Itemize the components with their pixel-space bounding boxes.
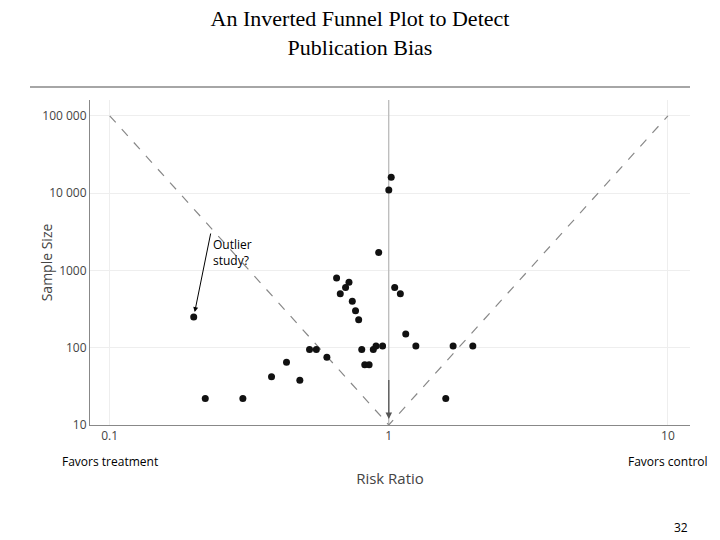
svg-text:An Inverted Funnel Plot to Det: An Inverted Funnel Plot to DetectPublica… xyxy=(211,6,510,60)
svg-text:10: 10 xyxy=(661,427,675,444)
svg-text:100 000: 100 000 xyxy=(42,107,86,124)
svg-text:1: 1 xyxy=(385,427,392,444)
svg-text:100: 100 xyxy=(66,339,87,356)
svg-text:Favors treatment: Favors treatment xyxy=(62,453,158,470)
svg-text:10: 10 xyxy=(73,416,87,433)
svg-text:10 000: 10 000 xyxy=(49,184,87,201)
svg-text:Favors control: Favors control xyxy=(628,453,708,470)
svg-text:Sample Size: Sample Size xyxy=(37,224,56,302)
svg-text:1000: 1000 xyxy=(59,262,87,279)
svg-text:Risk Ratio: Risk Ratio xyxy=(356,468,424,488)
svg-text:32: 32 xyxy=(674,519,688,536)
svg-text:0.1: 0.1 xyxy=(101,427,118,444)
svg-text:Outlierstudy?: Outlierstudy? xyxy=(213,236,252,269)
